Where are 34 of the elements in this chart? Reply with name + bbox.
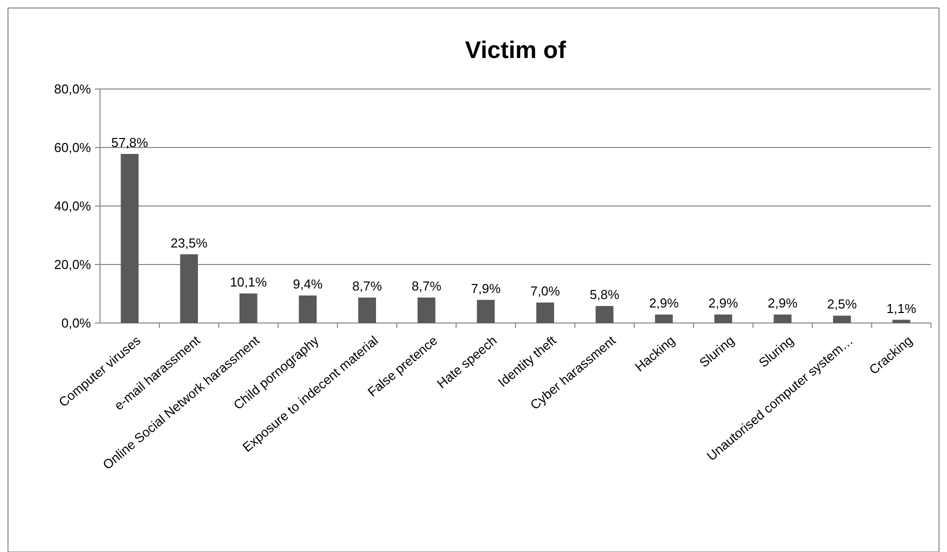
bar <box>476 300 495 323</box>
bar <box>833 316 851 323</box>
data-label: 2,9% <box>649 296 680 311</box>
data-label: 7,9% <box>471 280 502 296</box>
data-label: 2,5% <box>827 296 858 312</box>
bar <box>120 154 139 323</box>
data-label: 2,9% <box>708 296 738 311</box>
data-label: 57,8% <box>111 134 149 150</box>
y-tick-label: 40,0% <box>54 198 92 214</box>
data-label: 8,7% <box>352 278 382 294</box>
bar <box>298 296 317 323</box>
bar <box>180 254 198 323</box>
data-label: 7,0% <box>530 284 560 299</box>
data-label: 1,1% <box>886 300 917 316</box>
bar <box>714 314 732 323</box>
bar <box>536 302 554 323</box>
data-label: 2,9% <box>768 296 798 311</box>
bar <box>596 306 614 323</box>
y-tick-label: 80,0% <box>54 82 92 97</box>
y-tick-label: 60,0% <box>54 140 92 156</box>
data-label: 5,8% <box>590 287 620 302</box>
data-label: 8,7% <box>412 278 442 294</box>
bar <box>239 293 258 323</box>
bar <box>418 298 436 323</box>
bar <box>358 298 376 323</box>
y-tick-label: 20,0% <box>54 257 92 272</box>
chart-title: Victim of <box>465 37 567 64</box>
bar <box>892 320 910 323</box>
data-label: 23,5% <box>170 235 208 250</box>
bar <box>654 314 673 323</box>
data-label: 9,4% <box>292 276 323 292</box>
data-label: 10,1% <box>230 274 268 290</box>
y-tick-label: 0,0% <box>61 316 92 331</box>
bar <box>774 314 792 323</box>
